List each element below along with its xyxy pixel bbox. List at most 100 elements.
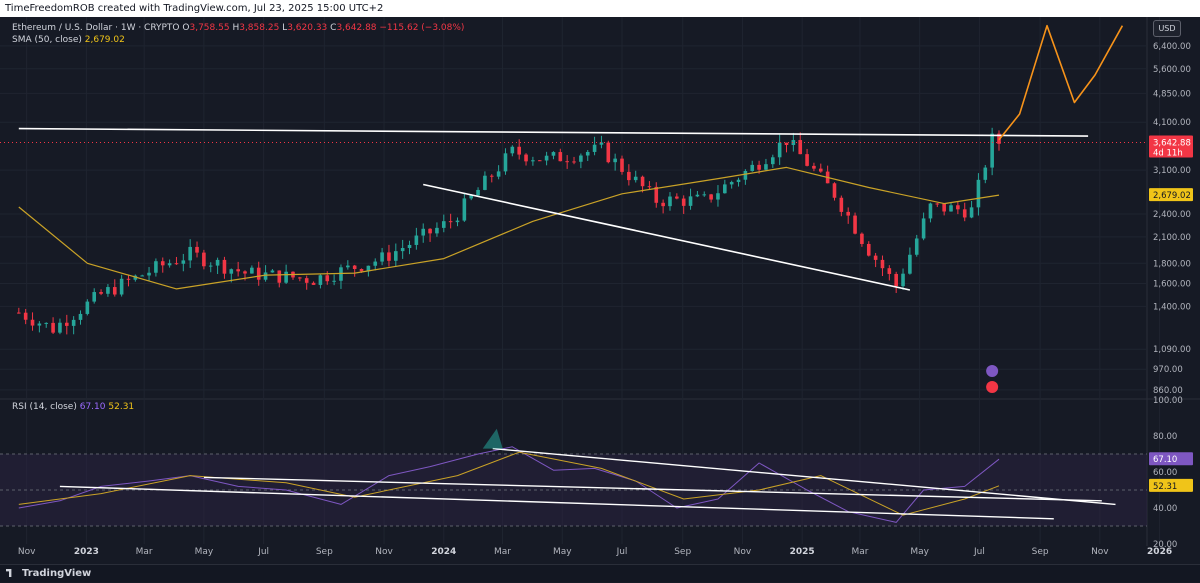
candle-body [92, 292, 97, 302]
candle-body [942, 203, 946, 212]
rsi-value: 67.10 [79, 402, 106, 412]
rsi-badge: 67.10 [1153, 455, 1177, 465]
candle-body [421, 228, 426, 236]
candle-body [448, 221, 453, 223]
candle-body [613, 158, 617, 163]
candle-body [928, 203, 933, 219]
candle-body [243, 271, 247, 274]
y-tick-label: 860.00 [1153, 386, 1183, 396]
candle-body [709, 194, 713, 200]
candle-body [784, 142, 789, 145]
candle-body [284, 271, 288, 283]
x-axis-labels: Nov 2023 Mar May Jul Sep Nov 2024 Mar May Jul Sep No… [18, 547, 1172, 557]
x-tick-label: May [195, 547, 214, 557]
symbol-name[interactable]: Ethereum / U.S. Dollar · 1W · CRYPTO [12, 23, 180, 33]
currency-button[interactable]: USD [1153, 20, 1181, 37]
candle-body [962, 209, 967, 218]
candle-body [270, 270, 275, 273]
tradingview-logo[interactable]: TradingView [6, 565, 91, 583]
x-tick-label: Jul [616, 547, 628, 557]
candle-body [23, 312, 28, 320]
x-tick-label: Nov [1091, 547, 1109, 557]
candle-body [716, 193, 720, 200]
close-label: C [330, 23, 337, 33]
x-tick-label: May [910, 547, 929, 557]
candle-body [764, 164, 768, 170]
candle-body [818, 168, 823, 172]
change-value: −115.62 (−3.08%) [379, 23, 465, 33]
y-tick-label: 3,100.00 [1153, 166, 1191, 176]
candle-body [441, 221, 446, 228]
candle-body [510, 146, 515, 154]
rsi-trendline [492, 447, 1116, 506]
candle-body [777, 142, 782, 158]
candle-body [914, 238, 919, 255]
rsi-tick-label: 20.00 [1153, 540, 1177, 550]
rsi-tick-label: 100.00 [1153, 396, 1183, 406]
candle-body [44, 322, 49, 324]
footer-bar: TradingView [0, 564, 1200, 582]
sma-badge-bg [1149, 188, 1193, 202]
candle-body [469, 195, 474, 199]
y-tick-label: 1,400.00 [1153, 302, 1191, 312]
candle-body [78, 313, 83, 320]
candle-body [387, 252, 391, 261]
candle-body [373, 261, 378, 266]
y-tick-label: 1,800.00 [1153, 259, 1191, 269]
rsi-ma-badge: 52.31 [1153, 482, 1177, 492]
candle-body [901, 273, 905, 287]
candle-body [503, 153, 508, 172]
candle-body [558, 152, 563, 162]
x-tick-label: Mar [851, 547, 868, 557]
candle-body [359, 269, 364, 272]
y-tick-label: 2,100.00 [1153, 233, 1191, 243]
candle-body [880, 259, 885, 269]
attribution-bar: TimeFreedomROB created with TradingView.… [0, 0, 1200, 17]
y-tick-label: 4,100.00 [1153, 118, 1191, 128]
candle-body [229, 269, 234, 274]
y-tick-label: 970.00 [1153, 365, 1183, 375]
candle-body [236, 269, 240, 272]
y-tick-label: 1,090.00 [1153, 345, 1191, 355]
rsi-ma-value: 52.31 [108, 402, 135, 412]
candle-body [202, 252, 206, 267]
candle-body [298, 277, 302, 279]
rsi-tick-label: 40.00 [1153, 504, 1177, 514]
low-label: L [282, 23, 288, 33]
candle-body [894, 273, 898, 287]
open-value: 3,758.55 [189, 23, 230, 33]
chart-canvas[interactable]: Nov 2023 Mar May Jul Sep Nov 2024 Mar May Jul Sep No… [0, 17, 1200, 564]
price-trendline [18, 127, 1089, 137]
candle-body [537, 160, 542, 162]
rsi-trendline [203, 476, 1102, 502]
rsi-legend[interactable]: RSI (14, close) 67.10 52.31 [12, 402, 134, 412]
candle-body [400, 248, 405, 252]
sma-badge: 2,679.02 [1153, 191, 1191, 201]
candle-body [188, 246, 192, 261]
candle-body [921, 218, 926, 239]
low-value: 3,620.33 [287, 23, 328, 33]
candle-body [394, 251, 398, 261]
candle-body [318, 275, 323, 285]
candle-body [167, 263, 172, 266]
candle-body [839, 197, 844, 212]
candle-body [572, 161, 576, 163]
candle-body [565, 161, 569, 163]
y-tick-label: 2,400.00 [1153, 210, 1191, 220]
candle-body [126, 278, 131, 280]
candle-body [579, 155, 583, 162]
sma-row[interactable]: SMA (50, close) 2,679.02 [12, 34, 464, 46]
economic-event-icon [986, 381, 999, 393]
x-tick-label: Sep [674, 547, 691, 557]
sma-line [18, 166, 1000, 290]
candle-body [352, 265, 357, 270]
candle-body [640, 176, 645, 187]
candle-body [407, 244, 412, 249]
candle-body [736, 179, 741, 183]
candle-body [524, 154, 528, 162]
candle-body [119, 278, 124, 295]
price-axis-labels: 6,400.00 5,600.00 4,850.00 4,100.00 3,100.00… [1153, 42, 1191, 396]
candle-body [983, 167, 988, 180]
price-trendline [423, 183, 911, 291]
candle-body [147, 272, 151, 276]
